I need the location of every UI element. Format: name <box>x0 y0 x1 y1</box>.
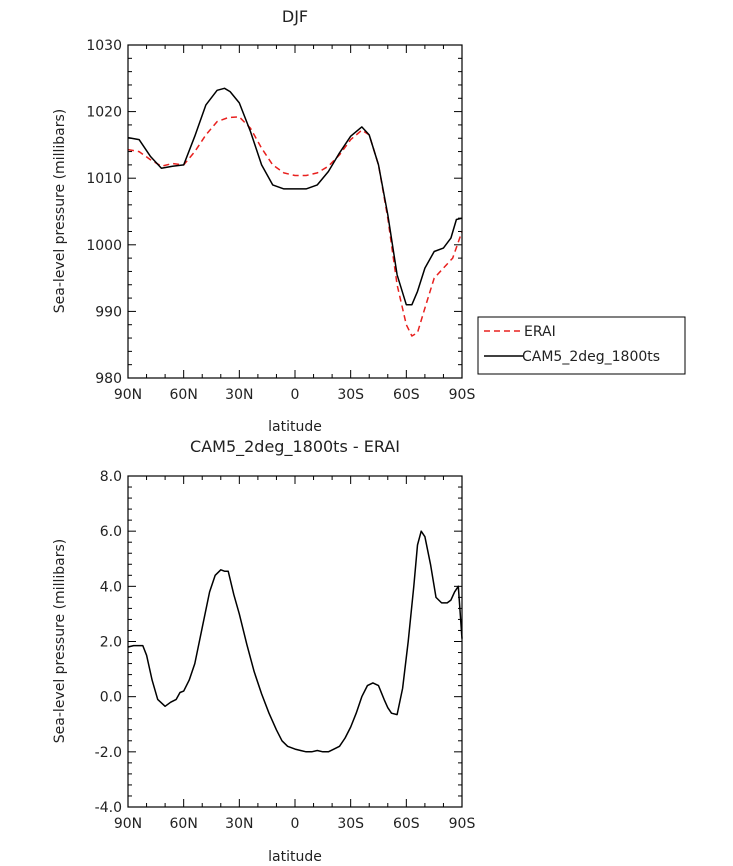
x-tick-label: 90S <box>449 387 476 403</box>
y-tick-label: 8.0 <box>100 469 122 485</box>
legend-label-cam5: CAM5_2deg_1800ts <box>522 349 660 365</box>
plot-frame <box>127 475 463 808</box>
series-line-cam5-2deg-1800ts <box>127 87 463 306</box>
x-tick-label: 0 <box>291 816 300 832</box>
x-tick-label: 30N <box>225 387 253 403</box>
y-tick-label: 1030 <box>86 38 122 54</box>
legend-label-erai: ERAI <box>524 324 556 340</box>
x-tick-label: 60S <box>393 816 420 832</box>
y-tick-label: 0.0 <box>100 690 122 706</box>
plot-frame <box>127 44 463 379</box>
x-tick-label: 30S <box>337 816 364 832</box>
series-line-difference <box>127 530 463 753</box>
legend: ERAI CAM5_2deg_1800ts <box>477 316 686 375</box>
x-axis-label: latitude <box>268 849 322 865</box>
y-tick-label: 2.0 <box>100 635 122 651</box>
y-tick-label: 1000 <box>86 238 122 254</box>
x-tick-label: 90S <box>449 816 476 832</box>
series-lines <box>127 87 463 337</box>
y-tick-label: 990 <box>95 304 122 320</box>
x-tick-label: 60N <box>170 387 198 403</box>
y-axis-label: Sea-level pressure (millibars) <box>52 539 68 743</box>
y-tick-label: 980 <box>95 371 122 387</box>
chart-difference: CAM5_2deg_1800ts - ERAI 90N 60N 30N 0 30S 60S… <box>52 437 475 865</box>
y-tick-label: -2.0 <box>95 745 122 761</box>
y-axis-label: Sea-level pressure (millibars) <box>52 109 68 313</box>
x-tick-label: 0 <box>291 387 300 403</box>
chart-title: DJF <box>282 7 308 26</box>
y-tick-label: 6.0 <box>100 524 122 540</box>
y-tick-label: 1010 <box>86 171 122 187</box>
chart-title: CAM5_2deg_1800ts - ERAI <box>190 437 400 457</box>
x-tick-label: 30S <box>337 387 364 403</box>
x-tick-label: 60S <box>393 387 420 403</box>
y-tick-label: 1020 <box>86 105 122 121</box>
series-line-erai <box>127 116 463 337</box>
y-tick-label: -4.0 <box>95 800 122 816</box>
x-axis-label: latitude <box>268 419 322 435</box>
axis-ticks: 90N 60N 30N 0 30S 60S 90S 980 990 1000 1010 1020 103… <box>86 38 475 403</box>
x-tick-label: 30N <box>225 816 253 832</box>
x-tick-label: 90N <box>114 387 142 403</box>
x-tick-label: 60N <box>170 816 198 832</box>
series-lines <box>127 530 463 753</box>
axis-ticks: 90N 60N 30N 0 30S 60S 90S -4.0 -2.0 0.0 2.0 4.0 6.0 8… <box>95 469 476 832</box>
legend-box <box>477 316 686 375</box>
chart-djf: DJF 90N 60N 30N 0 30S 60S 90S 980 990 1000 1010 102… <box>52 7 686 435</box>
y-tick-label: 4.0 <box>100 579 122 595</box>
x-tick-label: 90N <box>114 816 142 832</box>
